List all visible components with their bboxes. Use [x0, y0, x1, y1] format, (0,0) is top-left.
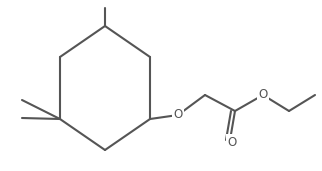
Text: O: O: [258, 89, 268, 102]
Text: O: O: [173, 109, 183, 122]
Text: O: O: [227, 135, 237, 148]
